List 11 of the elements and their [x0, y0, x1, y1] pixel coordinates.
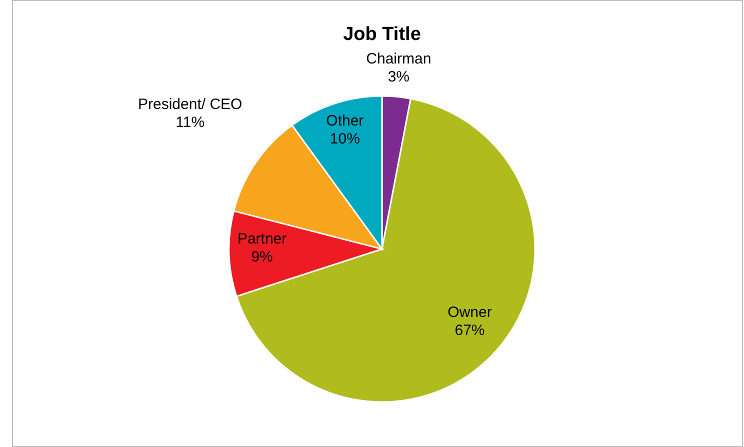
data-label: 9% — [251, 248, 273, 266]
slice-label: Owner — [448, 304, 492, 321]
data-label: 10% — [330, 130, 360, 148]
slice-label: Other — [326, 112, 364, 130]
chart-title: Job Title — [343, 24, 421, 45]
slice-label: Chairman — [366, 50, 432, 68]
slice-label: Partner — [237, 230, 287, 248]
data-label: 11% — [176, 114, 205, 132]
data-label: 3% — [388, 68, 410, 86]
data-label: 67% — [454, 322, 485, 339]
slice-label: President/ CEO — [138, 96, 242, 114]
